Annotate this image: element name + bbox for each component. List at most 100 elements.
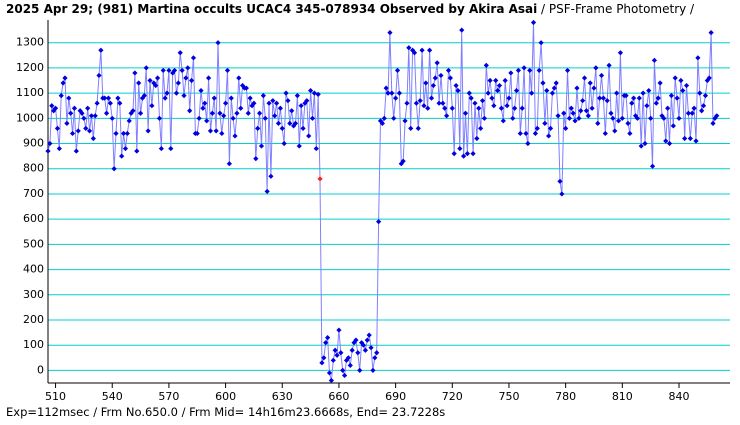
y-tick-label: 800 [23, 162, 44, 175]
data-point [583, 108, 590, 114]
data-point [459, 27, 465, 33]
data-point [251, 100, 257, 106]
data-point [434, 60, 440, 66]
data-point [379, 120, 385, 126]
data-point [217, 110, 223, 116]
data-point [275, 120, 282, 126]
data-point [58, 93, 64, 99]
data-point [604, 98, 610, 104]
data-point [415, 125, 421, 131]
data-point [330, 357, 336, 363]
data-point [513, 87, 520, 94]
data-point [506, 95, 512, 101]
data-point [504, 103, 510, 109]
data-point [436, 100, 442, 106]
data-point [449, 105, 455, 111]
data-point [538, 40, 544, 46]
data-point [615, 118, 622, 124]
data-point [281, 140, 287, 147]
data-point [598, 72, 605, 79]
data-point [619, 115, 625, 121]
data-point [54, 125, 61, 131]
y-tick-label: 600 [23, 212, 44, 225]
data-point [625, 120, 631, 126]
data-point [160, 67, 166, 74]
data-point [593, 65, 599, 71]
data-point [402, 118, 408, 124]
data-point [451, 151, 457, 157]
data-point [485, 90, 491, 96]
chart-title-main: 2025 Apr 29; (981) Martina occults UCAC4… [6, 2, 538, 16]
data-point [428, 95, 435, 101]
data-point [326, 370, 333, 376]
data-point [264, 188, 270, 195]
data-point [393, 95, 399, 101]
data-point [563, 125, 569, 131]
data-point [481, 115, 488, 121]
data-point [224, 67, 231, 74]
data-point [421, 103, 427, 109]
data-point [568, 105, 574, 111]
data-point [557, 178, 563, 184]
data-point [487, 77, 493, 84]
data-point [712, 115, 718, 121]
data-point [306, 133, 312, 139]
data-point [342, 372, 348, 379]
data-point [706, 75, 712, 81]
data-point [391, 115, 397, 121]
data-point [313, 145, 319, 152]
data-point [364, 337, 370, 343]
data-point [338, 350, 344, 356]
data-point [383, 85, 389, 91]
data-point [517, 130, 523, 137]
data-point [177, 50, 183, 56]
data-point [207, 128, 214, 134]
data-point [606, 62, 612, 68]
data-point [710, 120, 716, 126]
data-point [243, 85, 249, 91]
data-point [304, 98, 310, 104]
data-point [215, 40, 221, 46]
data-point [523, 130, 529, 137]
data-point [381, 115, 387, 121]
data-point [266, 100, 272, 106]
data-point [96, 72, 102, 79]
data-point [85, 105, 91, 111]
data-point [66, 95, 72, 101]
data-point [540, 80, 546, 86]
exposure-info: Exp=112msec / Frm No.650.0 / Frm Mid= 14… [6, 405, 446, 419]
data-point [478, 125, 484, 131]
data-point [394, 67, 401, 74]
data-point [196, 115, 202, 121]
data-point [413, 100, 419, 106]
data-point [512, 105, 518, 111]
data-point [553, 80, 559, 86]
data-point [447, 75, 453, 81]
data-point [105, 95, 112, 101]
data-point [496, 82, 503, 89]
data-point [145, 128, 151, 134]
data-point [102, 95, 108, 101]
x-tick-label: 600 [215, 390, 236, 403]
light-curve-line [47, 22, 718, 381]
y-tick-label: 1000 [16, 111, 44, 124]
x-tick-label: 780 [555, 390, 576, 403]
data-point [262, 115, 268, 121]
data-point [597, 95, 603, 101]
data-point [419, 47, 425, 53]
data-point [479, 98, 486, 104]
data-point [272, 113, 278, 119]
data-point [587, 80, 593, 86]
data-point [649, 163, 656, 169]
data-point [198, 87, 204, 94]
data-point [51, 108, 57, 114]
y-tick-label: 100 [23, 338, 44, 351]
data-point [425, 105, 431, 111]
data-point [544, 87, 550, 94]
data-point [62, 75, 68, 81]
data-point [154, 75, 161, 81]
data-point [396, 90, 402, 96]
data-point [222, 100, 229, 106]
data-point [158, 145, 164, 152]
data-point [236, 75, 242, 81]
